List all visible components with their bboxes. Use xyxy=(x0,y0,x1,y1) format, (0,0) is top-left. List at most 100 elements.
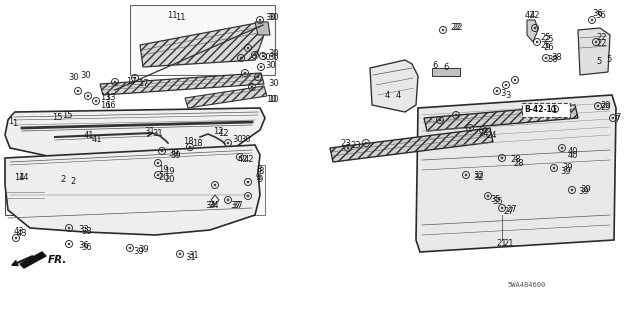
Polygon shape xyxy=(255,22,270,35)
Text: 3: 3 xyxy=(505,92,510,100)
Text: 40: 40 xyxy=(568,147,579,157)
Text: 33: 33 xyxy=(81,226,92,235)
Text: 42: 42 xyxy=(244,155,255,165)
Circle shape xyxy=(571,189,573,191)
Circle shape xyxy=(251,86,253,88)
Circle shape xyxy=(68,243,70,245)
Polygon shape xyxy=(330,128,493,162)
Text: 9: 9 xyxy=(258,175,263,184)
Circle shape xyxy=(68,227,70,229)
Circle shape xyxy=(129,247,131,249)
Text: 14: 14 xyxy=(18,174,29,182)
Circle shape xyxy=(439,119,441,121)
Text: 38: 38 xyxy=(547,56,557,64)
Circle shape xyxy=(157,162,159,164)
Circle shape xyxy=(501,157,503,159)
Bar xyxy=(432,68,460,76)
Text: 41: 41 xyxy=(84,130,95,139)
Text: 4: 4 xyxy=(396,92,401,100)
Text: 36: 36 xyxy=(78,241,89,250)
Circle shape xyxy=(114,81,116,83)
Text: 15: 15 xyxy=(62,112,72,121)
Circle shape xyxy=(553,167,555,169)
Text: 30: 30 xyxy=(80,70,91,79)
Text: 5: 5 xyxy=(596,57,601,66)
Circle shape xyxy=(157,174,159,176)
Text: 6: 6 xyxy=(443,63,449,72)
Polygon shape xyxy=(185,86,267,108)
Text: 36: 36 xyxy=(595,11,605,20)
Circle shape xyxy=(227,199,229,201)
Text: 36: 36 xyxy=(81,243,92,253)
Circle shape xyxy=(505,84,507,86)
Text: 34: 34 xyxy=(205,201,216,210)
Circle shape xyxy=(347,147,349,149)
Text: 3: 3 xyxy=(500,90,506,99)
Text: 43: 43 xyxy=(14,227,24,236)
Circle shape xyxy=(595,41,597,43)
Text: 5WA4B4600: 5WA4B4600 xyxy=(508,282,546,288)
Text: 30: 30 xyxy=(268,54,278,63)
Circle shape xyxy=(227,142,229,144)
Text: 29: 29 xyxy=(600,101,611,110)
Text: 17: 17 xyxy=(138,79,148,88)
Circle shape xyxy=(239,156,241,158)
Text: 43: 43 xyxy=(17,229,28,239)
Circle shape xyxy=(179,253,181,255)
Text: 2: 2 xyxy=(70,177,76,187)
Text: 22: 22 xyxy=(596,33,607,42)
Text: 14: 14 xyxy=(14,174,24,182)
Text: 12: 12 xyxy=(218,129,228,137)
Text: 30: 30 xyxy=(232,135,243,144)
Circle shape xyxy=(501,207,503,209)
Circle shape xyxy=(534,27,536,29)
Text: 10: 10 xyxy=(268,95,278,105)
Text: 37: 37 xyxy=(230,201,241,210)
Text: B-42-11: B-42-11 xyxy=(524,106,557,115)
Text: 30: 30 xyxy=(260,53,271,62)
Circle shape xyxy=(514,79,516,81)
Text: FR.: FR. xyxy=(48,255,67,265)
Text: 39: 39 xyxy=(580,186,591,195)
Circle shape xyxy=(469,127,471,129)
Text: 31: 31 xyxy=(188,250,198,259)
Text: 24: 24 xyxy=(478,129,488,137)
Text: 25: 25 xyxy=(543,35,554,44)
Text: 31: 31 xyxy=(144,127,155,136)
Text: 30: 30 xyxy=(68,72,79,81)
Circle shape xyxy=(612,117,614,119)
Text: 16: 16 xyxy=(105,101,116,110)
Polygon shape xyxy=(527,20,538,42)
Text: 26: 26 xyxy=(540,41,550,50)
Circle shape xyxy=(134,77,136,79)
Text: 37: 37 xyxy=(232,202,243,211)
Circle shape xyxy=(536,41,538,43)
Text: 41: 41 xyxy=(92,136,102,145)
Text: 24: 24 xyxy=(486,131,497,140)
Text: 32: 32 xyxy=(473,174,484,182)
Circle shape xyxy=(482,129,484,131)
Text: 13: 13 xyxy=(100,93,111,101)
Bar xyxy=(195,165,265,215)
Text: 22: 22 xyxy=(452,24,463,33)
Text: 11: 11 xyxy=(167,11,177,20)
Polygon shape xyxy=(424,105,578,131)
Text: 39: 39 xyxy=(560,167,571,175)
Bar xyxy=(5,185,45,215)
Text: 4: 4 xyxy=(385,92,390,100)
Text: 35: 35 xyxy=(490,196,500,204)
Text: 1: 1 xyxy=(8,117,13,127)
Text: 39: 39 xyxy=(138,246,148,255)
Text: 34: 34 xyxy=(208,202,219,211)
Text: 23: 23 xyxy=(350,140,360,150)
Text: 22: 22 xyxy=(450,24,461,33)
Text: 38: 38 xyxy=(551,54,562,63)
Circle shape xyxy=(487,195,489,197)
Circle shape xyxy=(161,150,163,152)
Text: 1: 1 xyxy=(12,118,17,128)
Circle shape xyxy=(254,54,256,56)
Circle shape xyxy=(262,55,264,57)
Polygon shape xyxy=(100,73,264,95)
Polygon shape xyxy=(370,60,418,112)
Circle shape xyxy=(247,181,249,183)
